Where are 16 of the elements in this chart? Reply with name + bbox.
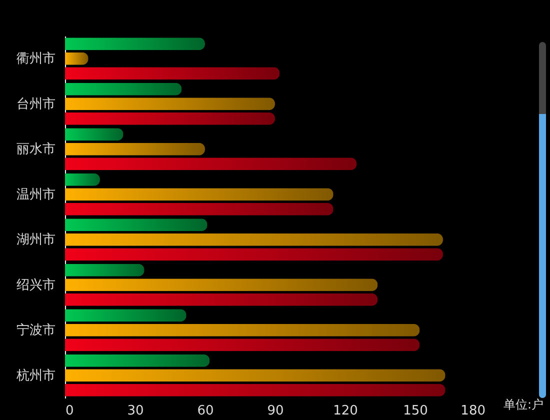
x-tick-label: 90 xyxy=(267,404,284,418)
y-tick-label: 温州市 xyxy=(16,187,56,202)
x-tick-label: 180 xyxy=(460,404,486,418)
x-tick-label: 30 xyxy=(127,404,144,418)
x-tick-label: 150 xyxy=(403,404,428,418)
x-tick-label: 60 xyxy=(197,404,214,418)
x-tick-label: 120 xyxy=(333,404,358,418)
x-tick-label: 0 xyxy=(66,404,74,418)
y-tick-label: 宁波市 xyxy=(16,322,56,338)
x-axis-title: 单位:户 xyxy=(504,398,544,412)
y-tick-label: 台州市 xyxy=(16,96,56,112)
y-tick-label: 湖州市 xyxy=(16,232,56,248)
y-tick-label: 绍兴市 xyxy=(16,278,56,293)
y-tick-label: 杭州市 xyxy=(16,368,56,384)
y-tick-label: 衢州市 xyxy=(16,52,56,67)
y-tick-label: 丽水市 xyxy=(16,142,56,158)
